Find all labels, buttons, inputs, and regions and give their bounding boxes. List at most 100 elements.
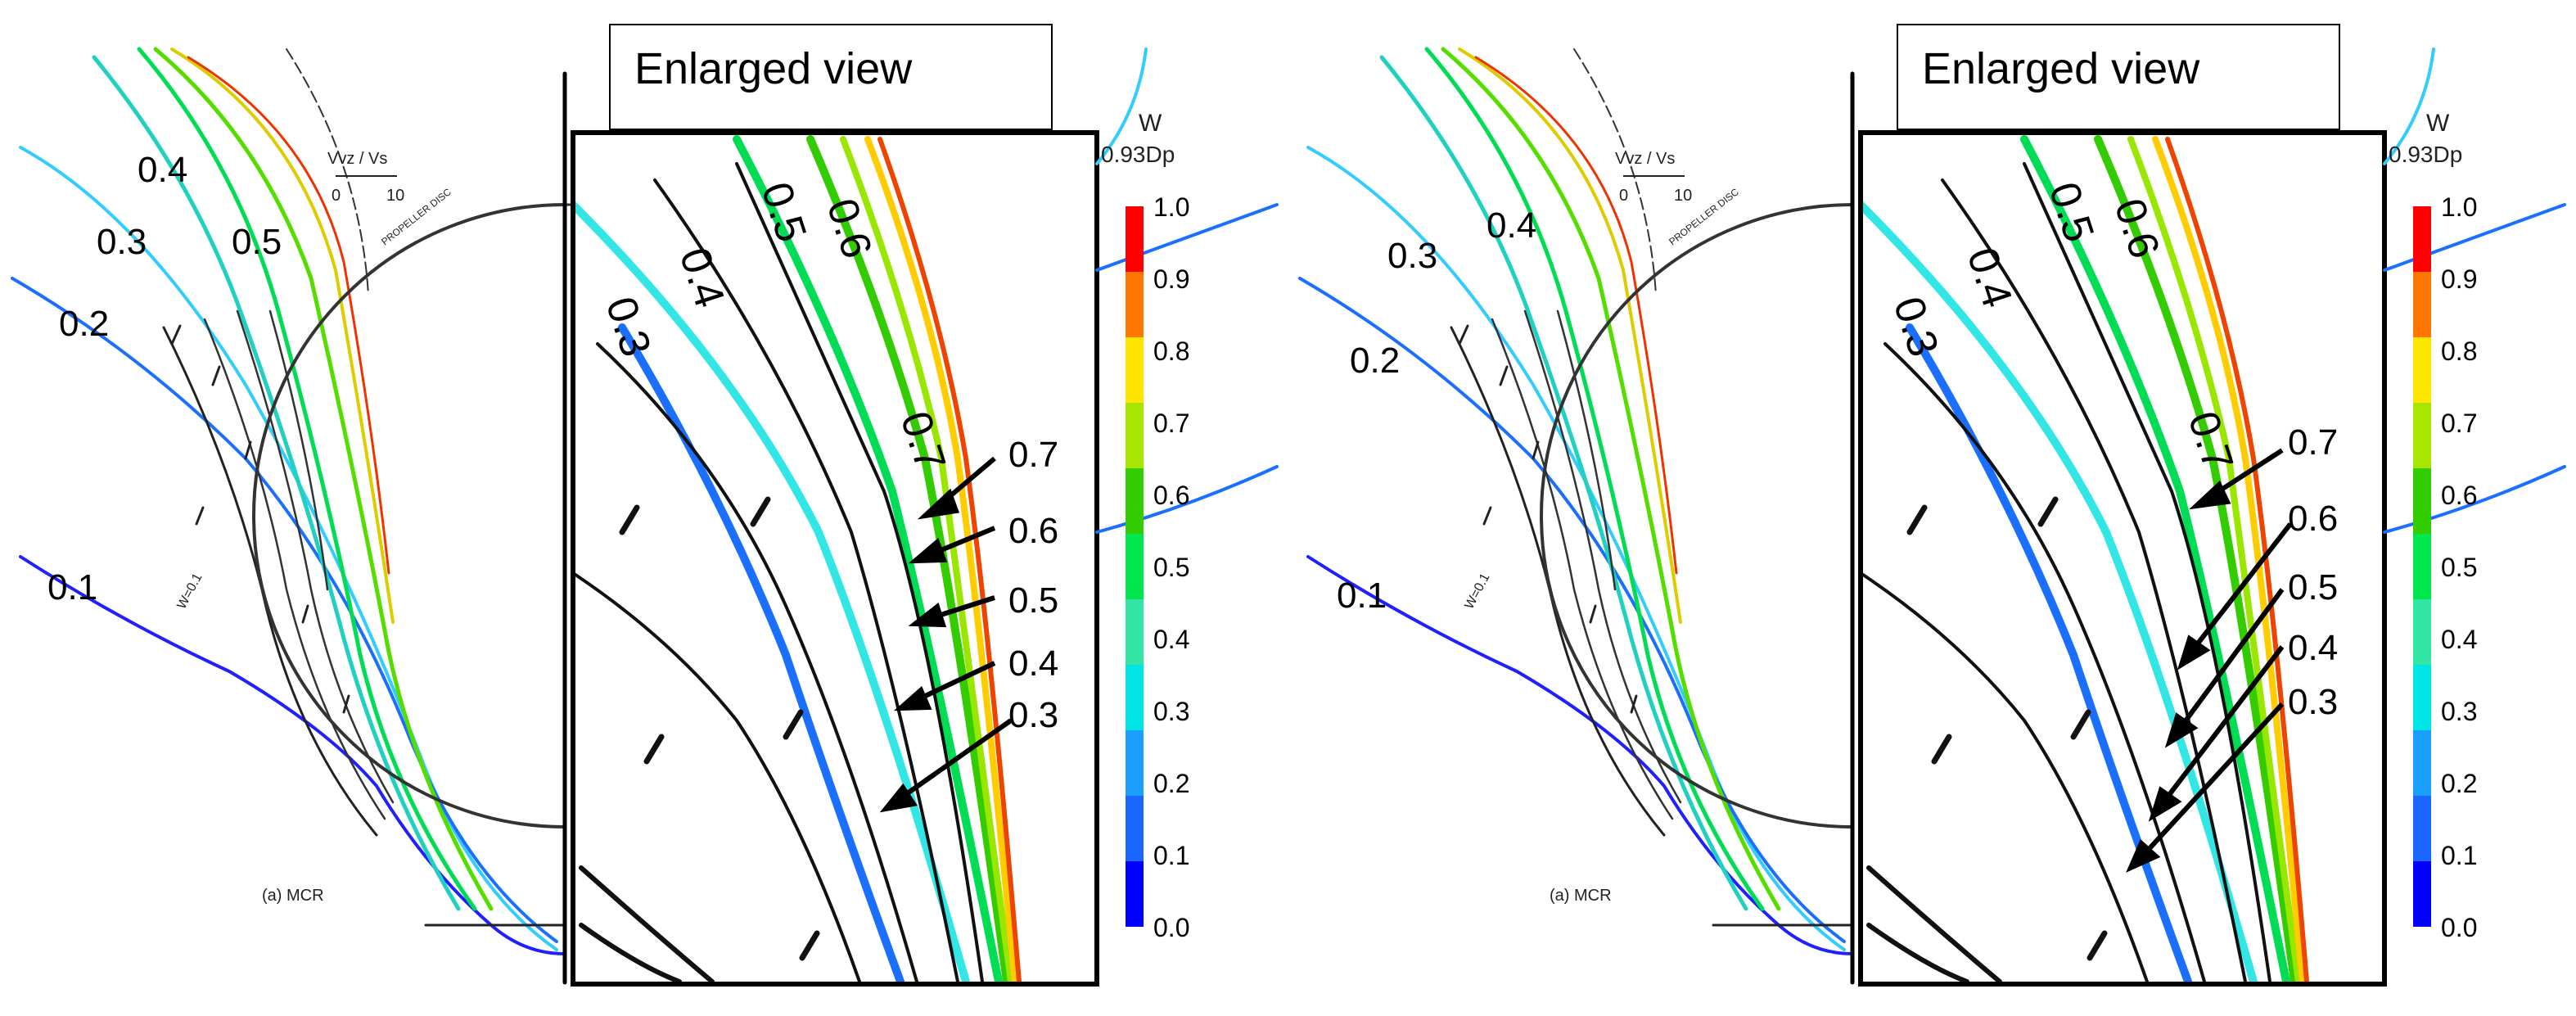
colorbar-tick-label: 0.2 <box>2441 769 2477 798</box>
colorbar-tick-label: 0.8 <box>2441 336 2477 366</box>
colorbar-subtitle: 0.93Dp <box>2389 142 2462 167</box>
colorbar-title: W <box>2426 110 2450 137</box>
contour-label: 0.2 <box>59 304 109 344</box>
scale-indicator-left: Vvz / Vs 0 10 <box>327 150 404 205</box>
colorbar-tick-label: 0.5 <box>2441 553 2477 582</box>
contour-map-left <box>11 47 575 985</box>
contour-map-right <box>1298 47 1855 985</box>
panel-title: Enlarged view <box>1922 44 2200 93</box>
scale-indicator-right: Vvz / Vs 0 10 <box>1615 150 1692 205</box>
colorbar-tick-label: 0.4 <box>1153 625 1189 654</box>
title-box <box>609 24 1053 130</box>
colorbar-tick-label: 0.1 <box>1153 841 1189 870</box>
callout-arrows-right <box>2126 448 2293 873</box>
scale-tick: 10 <box>386 187 404 205</box>
colorbar-left: W 0.93Dp 1.0 0.9 0.8 0.7 0.6 0.5 0.4 0.3 0.2 0.1 0.0 <box>1101 110 1189 942</box>
callout-label: 0.4 <box>1008 643 1058 684</box>
colorbar-swatch <box>1126 272 1144 337</box>
colorbar-swatch <box>1126 468 1144 534</box>
contour-labels-left: 0.4 0.3 0.5 0.2 0.1 <box>47 150 282 607</box>
wake-label: W=0.1 <box>1463 571 1493 612</box>
colorbar-tick-label: 0.8 <box>1153 336 1189 366</box>
scale-tick: 10 <box>1674 187 1692 205</box>
colorbar-tick-label: 0.2 <box>1153 769 1189 798</box>
callout-labels-right: 0.7 0.6 0.5 0.4 0.3 <box>2288 422 2338 722</box>
enlarged-view-right: 0.6 0.5 0.4 0.3 0.7 <box>1858 130 2387 987</box>
figure-caption: (a) MCR <box>1550 887 1612 905</box>
scale-label: Vvz / Vs <box>327 150 387 168</box>
figure-caption: (a) MCR <box>262 887 324 905</box>
colorbar-swatch <box>2413 337 2431 403</box>
outer-lines-left <box>1095 47 1279 534</box>
panel-left: 0.4 0.3 0.5 0.2 0.1 Vvz / Vs 0 10 PROPEL… <box>11 24 1279 987</box>
colorbar-swatch <box>1126 337 1144 403</box>
contour-label: 0.5 <box>232 222 282 262</box>
contour-label: 0.3 <box>97 222 147 262</box>
callout-label: 0.7 <box>1008 435 1058 475</box>
callout-label: 0.5 <box>1008 580 1058 621</box>
colorbar-swatch <box>1126 861 1144 927</box>
colorbar-swatch <box>2413 534 2431 599</box>
contour-label: 0.4 <box>1487 205 1536 246</box>
colorbar-tick-label: 1.0 <box>1153 192 1189 222</box>
colorbar-subtitle: 0.93Dp <box>1101 142 1175 167</box>
callout-label: 0.3 <box>1008 695 1058 735</box>
colorbar-tick-label: 0.3 <box>2441 697 2477 726</box>
contour-label: 0.2 <box>1350 341 1400 381</box>
contour-label: 0.1 <box>47 567 97 607</box>
colorbar-swatch <box>2413 206 2431 272</box>
colorbar-right: W 0.93Dp 1.0 0.9 0.8 0.7 0.6 0.5 0.4 0.3 0.2 0.1 0.0 <box>2389 110 2477 942</box>
colorbar-swatch <box>2413 403 2431 468</box>
colorbar-swatch <box>1126 796 1144 861</box>
colorbar-swatch <box>1126 730 1144 796</box>
contour-label: 0.3 <box>1387 236 1437 276</box>
colorbar-swatch <box>2413 730 2431 796</box>
colorbar-tick-label: 0.3 <box>1153 697 1189 726</box>
colorbar-swatch <box>1126 534 1144 599</box>
callout-label: 0.6 <box>1008 511 1058 551</box>
colorbar-tick-label: 0.5 <box>1153 553 1189 582</box>
callout-label: 0.3 <box>2288 682 2338 722</box>
callout-label: 0.7 <box>2288 422 2338 463</box>
colorbar-swatch <box>1126 599 1144 665</box>
scale-tick: 0 <box>1619 187 1628 205</box>
colorbar-tick-label: 0.0 <box>2441 913 2477 942</box>
callout-label: 0.6 <box>2288 499 2338 539</box>
colorbar-swatch <box>2413 599 2431 665</box>
enlarged-view-left: 0.6 0.5 0.4 0.3 0.7 <box>571 130 1099 987</box>
contour-label: 0.1 <box>1337 576 1387 616</box>
colorbar-tick-label: 0.7 <box>2441 409 2477 438</box>
colorbar-swatch <box>1126 206 1144 272</box>
contour-label: 0.4 <box>138 150 187 190</box>
colorbar-swatch <box>2413 796 2431 861</box>
colorbar-tick-label: 0.0 <box>1153 913 1189 942</box>
colorbar-title: W <box>1139 110 1162 137</box>
callout-arrows-left <box>879 456 1013 813</box>
colorbar-swatch <box>2413 272 2431 337</box>
colorbar-tick-label: 0.6 <box>2441 481 2477 510</box>
colorbar-tick-label: 0.9 <box>2441 264 2477 294</box>
colorbar-tick-label: 1.0 <box>2441 192 2477 222</box>
colorbar-swatch <box>1126 403 1144 468</box>
scale-tick: 0 <box>332 187 341 205</box>
colorbar-tick-label: 0.6 <box>1153 481 1189 510</box>
callout-labels-left: 0.7 0.6 0.5 0.4 0.3 <box>1008 435 1058 735</box>
colorbar-tick-label: 0.4 <box>2441 625 2477 654</box>
callout-label: 0.4 <box>2288 628 2338 668</box>
colorbar-swatch <box>2413 665 2431 730</box>
panel-title: Enlarged view <box>634 44 913 93</box>
colorbar-swatch <box>2413 861 2431 927</box>
outer-lines-right <box>2383 47 2566 534</box>
colorbar-swatch <box>1126 665 1144 730</box>
colorbar-swatch <box>2413 468 2431 534</box>
colorbar-tick-label: 0.9 <box>1153 264 1189 294</box>
panel-right: 0.4 0.3 0.2 0.1 Vvz / Vs 0 10 PROPELLER … <box>1298 24 2566 987</box>
colorbar-tick-label: 0.7 <box>1153 409 1189 438</box>
scale-label: Vvz / Vs <box>1615 150 1675 168</box>
wake-label: W=0.1 <box>175 571 205 612</box>
colorbar-tick-label: 0.1 <box>2441 841 2477 870</box>
callout-label: 0.5 <box>2288 567 2338 607</box>
title-box <box>1897 24 2340 130</box>
contour-labels-right: 0.4 0.3 0.2 0.1 <box>1337 205 1536 616</box>
